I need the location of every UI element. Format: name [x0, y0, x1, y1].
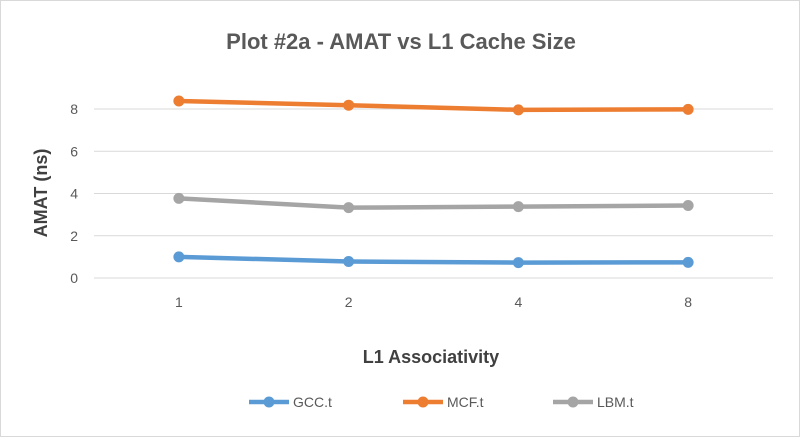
series-mcf-t [173, 95, 694, 116]
series-gcc-t [173, 251, 694, 269]
x-tick-label: 1 [175, 294, 183, 310]
gridlines [94, 108, 773, 279]
series-line [176, 98, 691, 113]
y-tick-label: 8 [70, 101, 78, 117]
data-point [682, 200, 694, 212]
y-tick-label: 0 [70, 270, 78, 286]
legend-item: MCF.t [403, 394, 484, 410]
legend-swatch-marker [417, 396, 429, 408]
y-tick-label: 2 [70, 228, 78, 244]
data-point [173, 192, 185, 204]
data-point [343, 202, 355, 214]
legend-item: LBM.t [553, 394, 634, 410]
x-tick-label: 4 [514, 294, 522, 310]
legend-swatch-marker [567, 396, 579, 408]
data-point [343, 256, 355, 268]
legend: GCC.t MCF.t LBM.t [249, 394, 634, 410]
x-tick-label: 8 [684, 294, 692, 310]
y-tick-label: 4 [70, 186, 78, 202]
x-tick-labels: 1 2 4 8 [175, 294, 692, 310]
legend-label: GCC.t [293, 394, 332, 410]
y-tick-label: 6 [70, 143, 78, 159]
data-point [512, 104, 524, 116]
data-point [682, 103, 694, 115]
data-point [512, 257, 524, 269]
data-point [173, 95, 185, 107]
series-line [176, 196, 691, 210]
data-point [682, 256, 694, 268]
data-point [512, 201, 524, 213]
chart-title: Plot #2a - AMAT vs L1 Cache Size [226, 29, 576, 54]
legend-label: LBM.t [597, 394, 634, 410]
data-point [173, 251, 185, 263]
series-line [176, 254, 691, 265]
legend-swatch-marker [263, 396, 275, 408]
x-axis-title: L1 Associativity [363, 347, 499, 367]
legend-item: GCC.t [249, 394, 332, 410]
series-layer [173, 95, 694, 269]
data-point [343, 99, 355, 111]
legend-label: MCF.t [447, 394, 484, 410]
y-tick-labels: 0 2 4 6 8 [70, 101, 78, 286]
x-tick-label: 2 [345, 294, 353, 310]
y-axis-title: AMAT (ns) [31, 149, 51, 238]
series-lbm-t [173, 192, 694, 214]
